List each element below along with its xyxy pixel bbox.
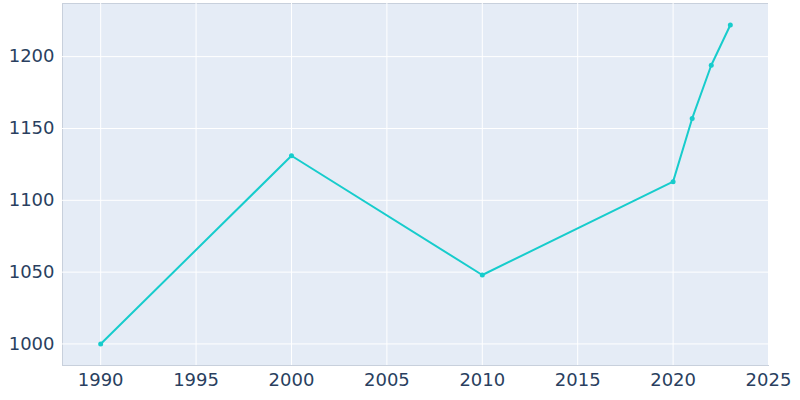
svg-text:1990: 1990 [78, 369, 124, 390]
svg-text:2000: 2000 [269, 369, 315, 390]
svg-text:1995: 1995 [173, 369, 219, 390]
svg-text:2020: 2020 [650, 369, 696, 390]
svg-text:2015: 2015 [555, 369, 601, 390]
svg-text:2025: 2025 [746, 369, 792, 390]
svg-text:1200: 1200 [9, 45, 55, 66]
svg-text:1150: 1150 [9, 117, 55, 138]
svg-text:1050: 1050 [9, 261, 55, 282]
svg-text:1000: 1000 [9, 333, 55, 354]
svg-text:2010: 2010 [459, 369, 505, 390]
svg-text:2005: 2005 [364, 369, 410, 390]
svg-text:1100: 1100 [9, 189, 55, 210]
